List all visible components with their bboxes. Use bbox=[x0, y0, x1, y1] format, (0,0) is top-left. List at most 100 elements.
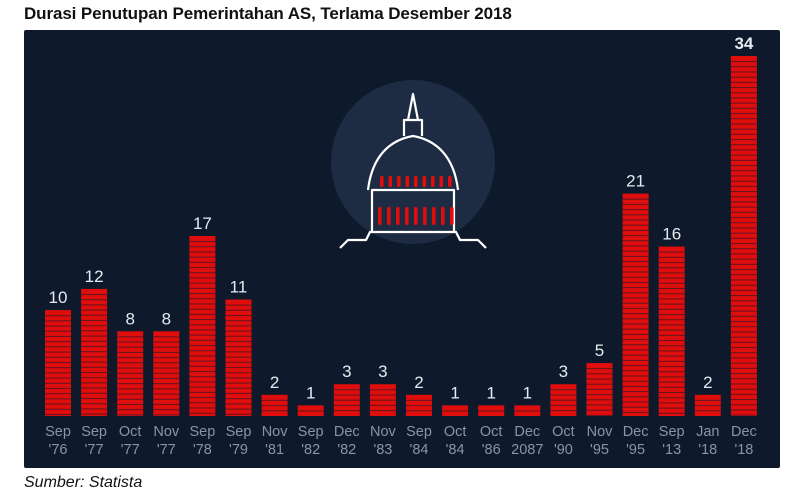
bar-stripe bbox=[730, 81, 757, 83]
icon-window bbox=[388, 176, 393, 187]
icon-window bbox=[405, 207, 409, 225]
bar-stripe bbox=[153, 357, 180, 359]
bar-stripe bbox=[586, 394, 613, 396]
bar-stripe bbox=[81, 408, 108, 410]
bar-stripe bbox=[550, 394, 577, 396]
bar-stripe bbox=[658, 319, 685, 321]
bar-stripe bbox=[225, 361, 252, 363]
icon-window bbox=[432, 207, 436, 225]
x-tick-label-month: Oct bbox=[119, 424, 142, 440]
data-label: 1 bbox=[306, 383, 315, 402]
bar-stripe bbox=[225, 304, 252, 306]
data-label: 34 bbox=[734, 34, 753, 53]
bar-stripe bbox=[622, 365, 649, 367]
bar-stripe bbox=[225, 340, 252, 343]
bar-group bbox=[622, 193, 649, 416]
bar-stripe bbox=[189, 339, 216, 341]
bar-stripe bbox=[153, 383, 180, 385]
bar-stripe bbox=[730, 107, 757, 109]
bar-group bbox=[730, 56, 757, 416]
bar-stripe bbox=[45, 315, 71, 317]
bar-stripe bbox=[658, 360, 685, 362]
bar-stripe bbox=[730, 414, 757, 416]
bar-stripe bbox=[225, 366, 252, 369]
bar-stripe bbox=[622, 203, 649, 205]
bar-stripe bbox=[189, 376, 216, 378]
data-label: 8 bbox=[162, 309, 171, 328]
bar-stripe bbox=[730, 61, 757, 63]
bar-stripe bbox=[730, 315, 757, 317]
x-tick-label-month: Nov bbox=[262, 424, 289, 440]
bar-stripe bbox=[225, 314, 252, 317]
bar-stripe bbox=[189, 277, 216, 279]
bar-stripe bbox=[730, 180, 757, 182]
icon-window bbox=[414, 176, 418, 187]
bar-stripe bbox=[658, 412, 685, 414]
bar-stripe bbox=[369, 394, 396, 396]
bar-stripe bbox=[189, 241, 216, 243]
bar-stripe bbox=[406, 410, 432, 412]
bar-stripe bbox=[622, 214, 649, 216]
bar-stripe bbox=[622, 235, 649, 237]
bar-stripe bbox=[117, 383, 144, 385]
bar-group bbox=[694, 394, 721, 416]
bar-stripe bbox=[730, 383, 757, 385]
bar-stripe bbox=[658, 345, 685, 347]
bar-stripe bbox=[730, 133, 757, 135]
bar-stripe bbox=[153, 351, 180, 353]
bar-stripe bbox=[189, 386, 216, 388]
x-tick-label-month: Sep bbox=[226, 424, 252, 440]
data-label: 12 bbox=[85, 267, 104, 286]
bar-stripe bbox=[730, 284, 757, 286]
bar-group bbox=[369, 384, 396, 416]
bar-stripe bbox=[730, 367, 757, 369]
bar-stripe bbox=[730, 149, 757, 151]
bar-group bbox=[586, 363, 613, 416]
x-tick-label-month: Nov bbox=[370, 424, 397, 440]
bar-stripe bbox=[730, 159, 757, 161]
bar-stripe bbox=[81, 366, 108, 368]
bar-group bbox=[658, 246, 685, 416]
bar-stripe bbox=[225, 325, 252, 327]
bar-stripe bbox=[117, 403, 144, 405]
bar-stripe bbox=[225, 320, 252, 322]
bar-stripe bbox=[730, 170, 757, 172]
bar-stripe bbox=[658, 303, 685, 305]
bar-stripe bbox=[189, 261, 216, 263]
bar-stripe bbox=[45, 346, 71, 348]
bar-stripe bbox=[622, 245, 649, 247]
bar-stripe bbox=[189, 308, 216, 310]
x-tick-label-month: Sep bbox=[45, 424, 71, 440]
x-tick-label-month: Sep bbox=[189, 424, 215, 440]
bar-stripe bbox=[225, 387, 252, 389]
x-tick-label-year: '13 bbox=[662, 442, 681, 458]
icon-window bbox=[405, 176, 410, 187]
bar-stripe bbox=[658, 350, 685, 352]
bar bbox=[622, 193, 649, 416]
bar-stripe bbox=[225, 377, 252, 379]
bar-stripe bbox=[153, 372, 180, 374]
bar-stripe bbox=[658, 376, 685, 378]
bar-stripe bbox=[189, 267, 216, 269]
bar-stripe bbox=[730, 347, 757, 349]
bar-stripe bbox=[189, 256, 216, 258]
bar-stripe bbox=[622, 271, 649, 273]
data-label: 17 bbox=[193, 214, 212, 233]
bar bbox=[189, 236, 216, 416]
bar-stripe bbox=[622, 281, 649, 283]
bar-stripe bbox=[81, 377, 108, 379]
bar-stripe bbox=[622, 328, 649, 330]
bar-stripe bbox=[658, 339, 685, 342]
bar-stripe bbox=[622, 240, 649, 242]
bar-stripe bbox=[658, 261, 685, 264]
bar-stripe bbox=[730, 154, 757, 156]
bar bbox=[81, 288, 108, 416]
bar-stripe bbox=[658, 272, 685, 274]
bar-stripe bbox=[730, 243, 757, 245]
x-tick-label-year: '78 bbox=[193, 442, 212, 458]
bar-stripe bbox=[81, 387, 108, 389]
bar-stripe bbox=[81, 351, 108, 353]
icon-window bbox=[396, 207, 400, 225]
bar-stripe bbox=[189, 365, 216, 367]
bar-stripe bbox=[622, 370, 649, 372]
